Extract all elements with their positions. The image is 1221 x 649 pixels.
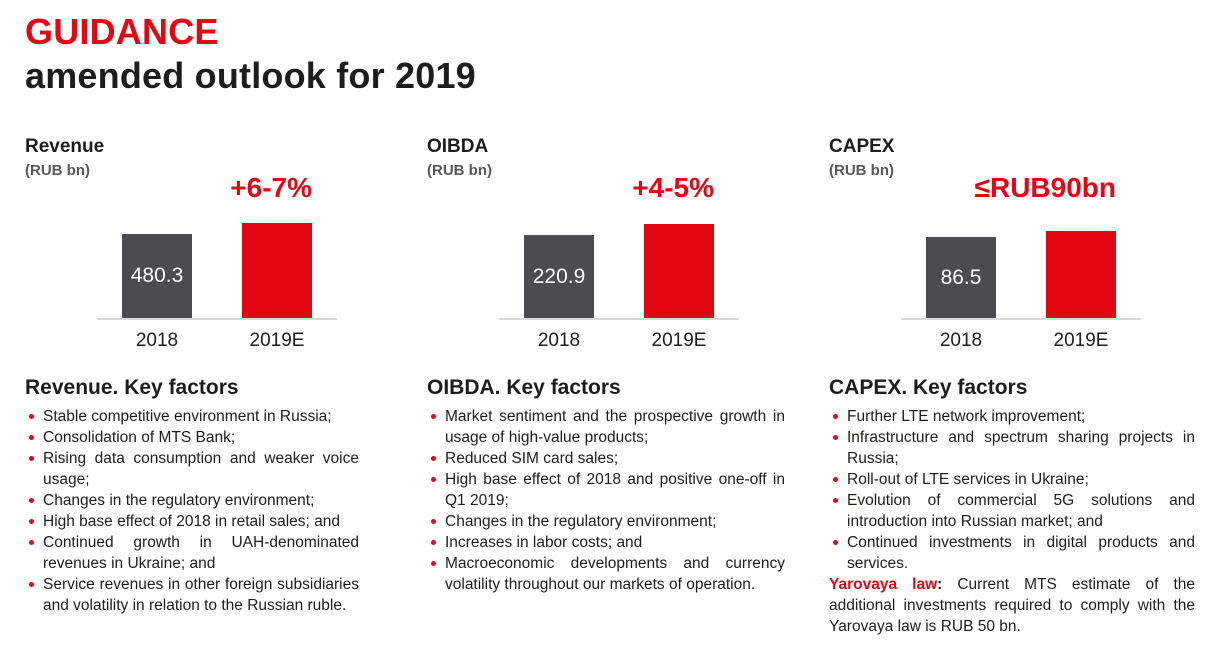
bar-value: 220.9 bbox=[532, 264, 586, 288]
x-label-2018: 2018 bbox=[135, 330, 179, 351]
factors-list: Further LTE network improvement; Infrast… bbox=[829, 406, 1195, 574]
list-item: Market sentiment and the prospective gro… bbox=[427, 406, 785, 448]
target-label: +4-5% bbox=[632, 172, 714, 203]
plot-area: 220.9 bbox=[499, 222, 739, 320]
bar-value: 480.3 bbox=[130, 264, 184, 287]
revenue-chart: Revenue (RUB bn) +6-7% 480.3 2018 2019E bbox=[25, 136, 391, 361]
x-label-2019e: 2019E bbox=[249, 330, 305, 351]
plot-area: 480.3 bbox=[97, 222, 337, 320]
x-label-2019e: 2019E bbox=[1053, 330, 1109, 351]
x-axis-labels: 2018 2019E bbox=[499, 330, 739, 354]
bar-2018: 86.5 bbox=[926, 237, 996, 318]
plot-area: 86.5 bbox=[901, 222, 1141, 320]
x-axis-labels: 2018 2019E bbox=[901, 330, 1141, 354]
chart-title: OIBDA bbox=[427, 136, 489, 157]
slide-subtitle: amended outlook for 2019 bbox=[25, 55, 476, 96]
chart-unit: (RUB bn) bbox=[427, 162, 492, 179]
list-item: Macroeconomic developments and currency … bbox=[427, 553, 785, 595]
list-item: Changes in the regulatory environment; bbox=[25, 490, 359, 511]
list-item: Continued investments in digital product… bbox=[829, 532, 1195, 574]
column-revenue: Revenue (RUB bn) +6-7% 480.3 2018 2019E … bbox=[25, 135, 391, 637]
list-item: Service revenues in other foreign subsid… bbox=[25, 574, 359, 616]
chart-unit: (RUB bn) bbox=[25, 162, 90, 179]
bar-2019e bbox=[1046, 231, 1116, 318]
list-item: Changes in the regulatory environment; bbox=[427, 511, 785, 532]
x-label-2018: 2018 bbox=[939, 330, 983, 351]
list-item: High base effect of 2018 and positive on… bbox=[427, 469, 785, 511]
chart-title: CAPEX bbox=[829, 136, 895, 157]
list-item: High base effect of 2018 in retail sales… bbox=[25, 511, 359, 532]
list-item: Rising data consumption and weaker voice… bbox=[25, 448, 359, 490]
factors-list: Market sentiment and the prospective gro… bbox=[427, 406, 793, 595]
column-capex: CAPEX (RUB bn) ≤RUB90bn 86.5 2018 2019E … bbox=[829, 135, 1195, 637]
list-item: Roll-out of LTE services in Ukraine; bbox=[829, 469, 1195, 490]
yarovaya-note: Yarovaya law: Current MTS estimate of th… bbox=[829, 574, 1195, 637]
factors-list: Stable competitive environment in Russia… bbox=[25, 406, 391, 616]
oibda-chart: OIBDA (RUB bn) +4-5% 220.9 2018 2019E bbox=[427, 136, 793, 361]
list-item: Infrastructure and spectrum sharing proj… bbox=[829, 427, 1195, 469]
list-item: Continued growth in UAH-denominated reve… bbox=[25, 532, 359, 574]
yarovaya-note-text: Current MTS estimate of the additional i… bbox=[829, 576, 1196, 635]
column-oibda: OIBDA (RUB bn) +4-5% 220.9 2018 2019E OI… bbox=[427, 135, 793, 637]
bar-2019e bbox=[644, 224, 714, 318]
x-axis-labels: 2018 2019E bbox=[97, 330, 337, 354]
bar-2018: 220.9 bbox=[524, 235, 594, 318]
list-item: Further LTE network improvement; bbox=[829, 406, 1195, 427]
target-label: ≤RUB90bn bbox=[974, 172, 1116, 203]
list-item: Increases in labor costs; and bbox=[427, 532, 785, 553]
list-item: Consolidation of MTS Bank; bbox=[25, 427, 359, 448]
slide-title: GUIDANCE bbox=[25, 11, 219, 52]
chart-title: Revenue bbox=[25, 136, 105, 157]
capex-chart: CAPEX (RUB bn) ≤RUB90bn 86.5 2018 2019E bbox=[829, 136, 1195, 361]
bar-2018: 480.3 bbox=[122, 234, 192, 318]
yarovaya-note-label: Yarovaya law bbox=[829, 576, 938, 593]
x-label-2018: 2018 bbox=[537, 330, 581, 351]
list-item: Evolution of commercial 5G solutions and… bbox=[829, 490, 1195, 532]
x-label-2019e: 2019E bbox=[651, 330, 707, 351]
factors-title: OIBDA. Key factors bbox=[427, 376, 621, 399]
content-columns: Revenue (RUB bn) +6-7% 480.3 2018 2019E … bbox=[25, 135, 1195, 637]
factors-title: CAPEX. Key factors bbox=[829, 376, 1028, 399]
list-item: Reduced SIM card sales; bbox=[427, 448, 785, 469]
yarovaya-note-separator: : bbox=[937, 576, 958, 593]
bar-value: 86.5 bbox=[940, 265, 982, 289]
chart-unit: (RUB bn) bbox=[829, 162, 894, 179]
slide-header: GUIDANCE amended outlook for 2019 bbox=[25, 12, 476, 96]
list-item: Stable competitive environment in Russia… bbox=[25, 406, 359, 427]
bar-2019e bbox=[242, 223, 312, 318]
target-label: +6-7% bbox=[230, 172, 312, 203]
factors-title: Revenue. Key factors bbox=[25, 376, 239, 399]
